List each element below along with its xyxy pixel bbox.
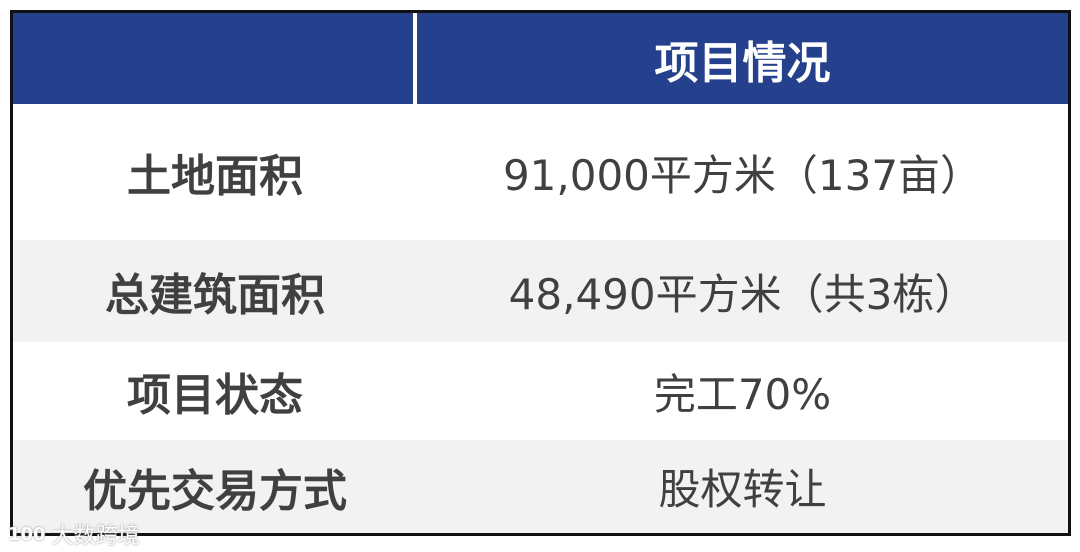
watermark: 100 大数跨境 — [8, 518, 140, 550]
row-value: 完工70% — [653, 369, 832, 419]
table-row: 优先交易方式 股权转让 — [13, 440, 1068, 533]
row-value: 91,000平方米（137亩） — [502, 150, 983, 200]
table-header-row: 项目情况 — [13, 13, 1068, 104]
table-row: 土地面积 91,000平方米（137亩） — [13, 104, 1068, 240]
watermark-logo-icon: 100 — [8, 523, 46, 545]
row-label: 土地面积 — [127, 151, 303, 202]
project-info-table: 项目情况 土地面积 91,000平方米（137亩） 总建筑面积 48,490平方… — [10, 10, 1071, 536]
header-blank-cell — [13, 13, 417, 104]
table-row: 项目状态 完工70% — [13, 342, 1068, 440]
row-label: 优先交易方式 — [83, 465, 347, 517]
row-label: 项目状态 — [127, 370, 303, 421]
row-value: 48,490平方米（共3栋） — [508, 269, 977, 319]
watermark-text: 大数跨境 — [51, 524, 140, 549]
header-title: 项目情况 — [654, 37, 831, 89]
row-label: 总建筑面积 — [105, 270, 325, 321]
row-value: 股权转让 — [658, 465, 827, 514]
table-row: 总建筑面积 48,490平方米（共3栋） — [13, 240, 1068, 342]
